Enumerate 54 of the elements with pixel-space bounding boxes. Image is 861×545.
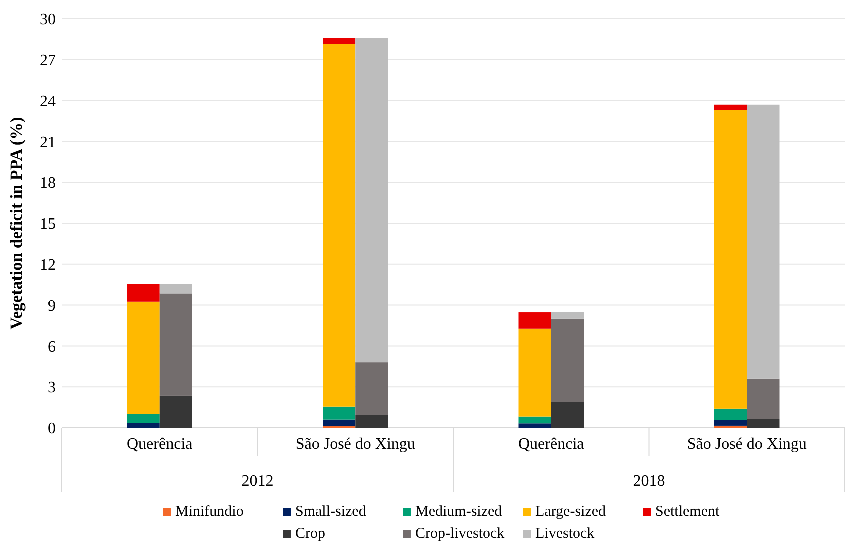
bar: [551, 402, 584, 428]
bar: [323, 44, 356, 407]
bar: [518, 424, 552, 428]
bar: [747, 419, 780, 428]
y-tick-label: 9: [48, 298, 56, 315]
bar: [160, 294, 192, 396]
x-tick-label: Querência: [127, 436, 193, 453]
y-tick-label: 27: [40, 52, 56, 70]
bar: [356, 38, 388, 363]
y-tick-label: 12: [40, 257, 56, 274]
text: 2012: [242, 473, 274, 490]
bar: [323, 406, 356, 420]
legend-label: Settlement: [656, 504, 720, 520]
bar: [518, 312, 552, 329]
bar: [160, 396, 192, 428]
y-tick-label: 15: [40, 216, 56, 234]
legend-label: Crop: [296, 526, 326, 542]
y-tick-label: 18: [40, 175, 56, 192]
bar: [714, 408, 748, 420]
legend-label: Crop-livestock: [416, 526, 506, 542]
x-tick-label: Querência: [518, 436, 584, 453]
bar: [714, 420, 748, 426]
y-tick-label: 3: [48, 380, 56, 397]
bar: [551, 312, 584, 319]
text: 2018: [633, 473, 666, 490]
bar: [714, 110, 748, 409]
legend-label: Medium-sized: [416, 504, 503, 520]
bar: [518, 416, 552, 424]
y-tick-label: 6: [48, 338, 56, 356]
x-tick-label: São José do Xingu: [687, 436, 807, 453]
bar: [714, 104, 748, 110]
bar: [747, 104, 780, 379]
bar: [518, 328, 552, 417]
legend-label: Livestock: [536, 526, 596, 542]
y-tick-label: 21: [40, 134, 56, 152]
bar: [323, 38, 356, 44]
bar: [747, 378, 780, 420]
bar: [551, 318, 584, 402]
legend-label: Minifundio: [176, 504, 244, 520]
bar: [356, 415, 388, 428]
legend-label: Small-sized: [296, 504, 367, 520]
x-tick-label: São José do Xingu: [296, 436, 416, 453]
y-tick-label: 30: [40, 12, 56, 29]
y-tick-label: 0: [48, 420, 56, 438]
legend-label: Large-sized: [536, 504, 607, 520]
bar: [127, 284, 160, 302]
y-tick-label: 24: [40, 93, 56, 110]
bar: [127, 414, 160, 424]
bar: [127, 423, 160, 428]
bar: [323, 420, 356, 426]
bar: [160, 284, 192, 294]
bar: [356, 362, 388, 416]
bar: [127, 302, 160, 414]
y-axis-title: Vegetation deficit in PPA (%): [7, 117, 26, 330]
